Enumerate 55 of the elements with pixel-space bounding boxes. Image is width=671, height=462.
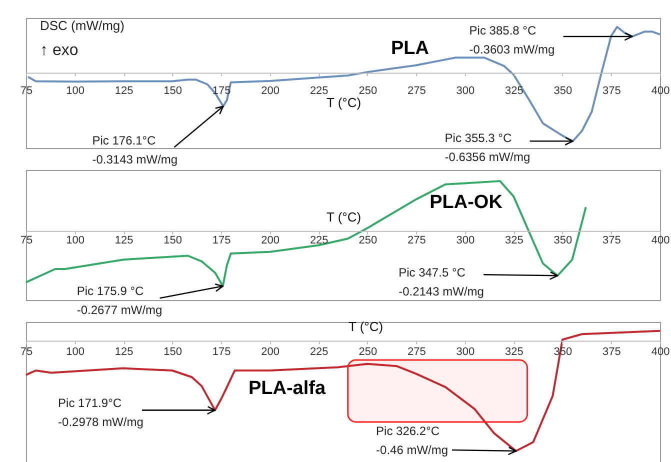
text: PLA-alfa xyxy=(248,378,326,399)
x-tick-label: 325 xyxy=(505,234,524,246)
x-tick-label: 125 xyxy=(114,234,134,246)
x-tick-label: 250 xyxy=(358,346,378,358)
x-tick-label: 225 xyxy=(310,85,328,98)
annotation: ↑ exo xyxy=(40,42,78,59)
x-tick-label: 75 xyxy=(20,234,33,246)
text: PLA xyxy=(391,38,430,59)
text: PLA-OK xyxy=(430,192,503,213)
x-tick-label: 100 xyxy=(66,346,84,358)
x-axis-title: T (°C) xyxy=(326,95,362,110)
x-tick-label: 400 xyxy=(651,234,670,246)
x-tick-label: 100 xyxy=(66,85,84,98)
x-tick-label: 225 xyxy=(310,234,328,246)
x-tick-label: 400 xyxy=(651,85,670,98)
annotation: Pic 347.5 °C -0.2143 mW/mg xyxy=(398,266,484,299)
x-tick-label: 300 xyxy=(456,85,475,98)
annotation: Pic 326.2°C -0.46 mW/mg xyxy=(376,424,448,457)
x-tick-label: 375 xyxy=(602,346,621,358)
x-tick-label: 275 xyxy=(407,346,426,358)
x-tick-label: 150 xyxy=(164,234,182,246)
x-tick-label: 300 xyxy=(456,234,475,246)
y-axis-title: DSC (mW/mg) xyxy=(40,18,124,33)
x-tick-label: 275 xyxy=(407,234,426,246)
x-axis-title: T (°C) xyxy=(348,319,384,334)
x-tick-label: 125 xyxy=(114,346,134,358)
x-tick-label: 250 xyxy=(358,234,378,246)
x-tick-label: 125 xyxy=(114,85,134,98)
x-tick-label: 325 xyxy=(505,85,524,98)
x-tick-label: 375 xyxy=(602,234,621,246)
x-tick-label: 150 xyxy=(164,85,182,98)
annotation: Pic 176.1°C -0.3143 mW/mg xyxy=(92,133,178,166)
x-tick-label: 200 xyxy=(261,346,280,358)
x-tick-label: 400 xyxy=(651,346,670,358)
x-tick-label: 225 xyxy=(310,346,328,358)
x-tick-label: 300 xyxy=(456,346,475,358)
annotation: Pic 385.8 °C -0.3603 mW/mg xyxy=(469,23,555,56)
x-tick-label: 100 xyxy=(66,234,84,246)
annotation: Pic 175.9 °C -0.2677 mW/mg xyxy=(76,284,162,318)
x-tick-label: 200 xyxy=(261,234,280,246)
x-tick-label: 325 xyxy=(505,346,524,358)
x-tick-label: 350 xyxy=(554,234,572,246)
x-tick-label: 75 xyxy=(20,346,33,358)
x-tick-label: 150 xyxy=(164,346,182,358)
x-tick-label: 275 xyxy=(407,85,426,98)
x-tick-label: 350 xyxy=(554,85,572,98)
x-tick-label: 75 xyxy=(20,85,33,98)
x-tick-label: 375 xyxy=(602,85,621,98)
x-tick-label: 175 xyxy=(212,234,231,246)
x-tick-label: 250 xyxy=(358,85,378,98)
x-tick-label: 175 xyxy=(212,346,231,358)
annotation: Pic 355.3 °C -0.6356 mW/mg xyxy=(444,131,530,164)
x-tick-label: 200 xyxy=(261,85,280,98)
x-axis-title: T (°C) xyxy=(326,209,362,224)
annotation: Pic 171.9°C -0.2978 mW/mg xyxy=(58,396,144,430)
